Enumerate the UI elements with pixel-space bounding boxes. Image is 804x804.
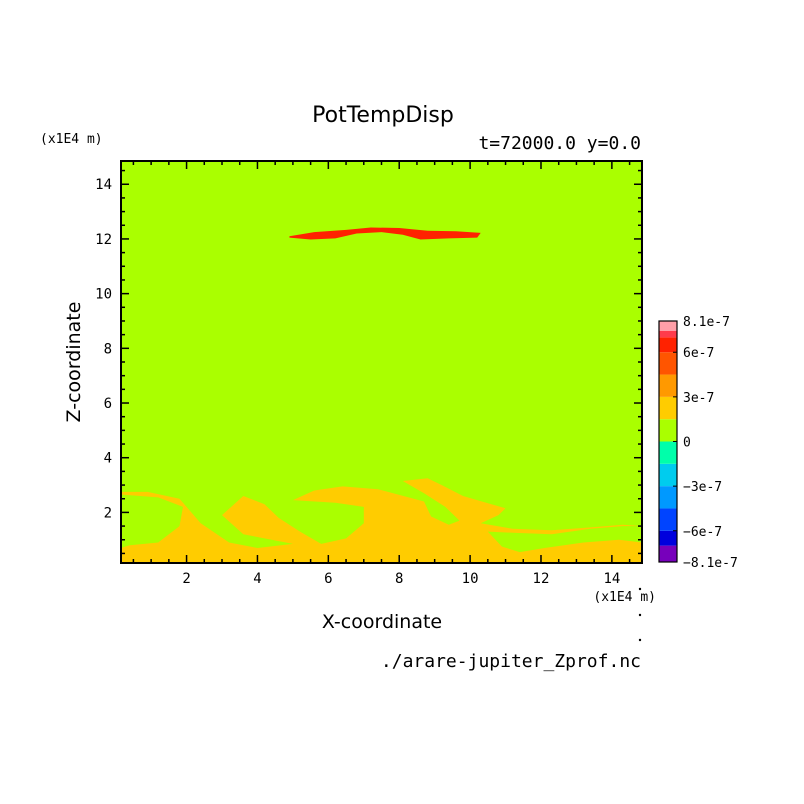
y-axis-label: Z-coordinate [63, 302, 85, 423]
colorbar-segment [659, 508, 677, 531]
y-tick-label: 12 [95, 232, 112, 248]
y-tick-label: 14 [95, 177, 112, 193]
colorbar-segment [659, 530, 677, 546]
y-tick-label: 6 [104, 396, 112, 412]
x-tick-label: 6 [324, 571, 332, 587]
x-axis-label: X-coordinate [322, 611, 442, 633]
y-tick-label: 10 [95, 287, 112, 303]
contour-region [121, 478, 642, 563]
x-unit-label: (x1E4 m) [593, 590, 656, 605]
colorbar: 8.1e-7 6e-7 3e-7 0 −3e-7 −6e-7 −8.1e-7 [658, 315, 738, 571]
marker-dot [638, 587, 642, 591]
chart-title: PotTempDisp [312, 103, 454, 128]
colorbar-segment [659, 352, 677, 375]
axis-ticks: 2 4 6 8 10 12 14 2 4 6 8 10 12 14 [95, 161, 642, 587]
contour-region [289, 227, 481, 240]
marker-dot [638, 638, 642, 642]
colorbar-segment [659, 545, 677, 562]
colorbar-segment [659, 463, 677, 487]
colorbar-label: 0 [683, 436, 691, 451]
y-tick-label: 2 [104, 505, 112, 521]
x-tick-label: 4 [253, 571, 261, 587]
colorbar-label: −3e-7 [683, 480, 722, 495]
colorbar-segment [659, 374, 677, 397]
colorbar-label: 8.1e-7 [683, 315, 730, 330]
colorbar-label: −8.1e-7 [683, 556, 738, 571]
x-tick-label: 14 [603, 571, 620, 587]
colorbar-segment [659, 441, 677, 464]
x-tick-label: 10 [462, 571, 479, 587]
colorbar-segment [659, 419, 677, 442]
x-tick-label: 12 [533, 571, 550, 587]
marker-dot [638, 613, 642, 617]
colorbar-segment [659, 337, 677, 353]
colorbar-segment [659, 321, 677, 331]
chart-subtitle: t=72000.0 y=0.0 [478, 133, 641, 154]
colorbar-label: 3e-7 [683, 391, 714, 406]
x-tick-label: 2 [182, 571, 190, 587]
source-file-label: ./arare-jupiter_Zprof.nc [381, 651, 641, 672]
colorbar-label: −6e-7 [683, 525, 722, 540]
y-tick-label: 8 [104, 341, 112, 357]
x-tick-label: 8 [395, 571, 403, 587]
y-unit-label: (x1E4 m) [40, 132, 103, 147]
contour-regions [121, 227, 642, 563]
colorbar-label: 6e-7 [683, 346, 714, 361]
plot-area: 2 4 6 8 10 12 14 2 4 6 8 10 12 14 [95, 160, 643, 587]
colorbar-segment [659, 486, 677, 509]
colorbar-segment [659, 396, 677, 420]
y-tick-label: 4 [104, 451, 112, 467]
